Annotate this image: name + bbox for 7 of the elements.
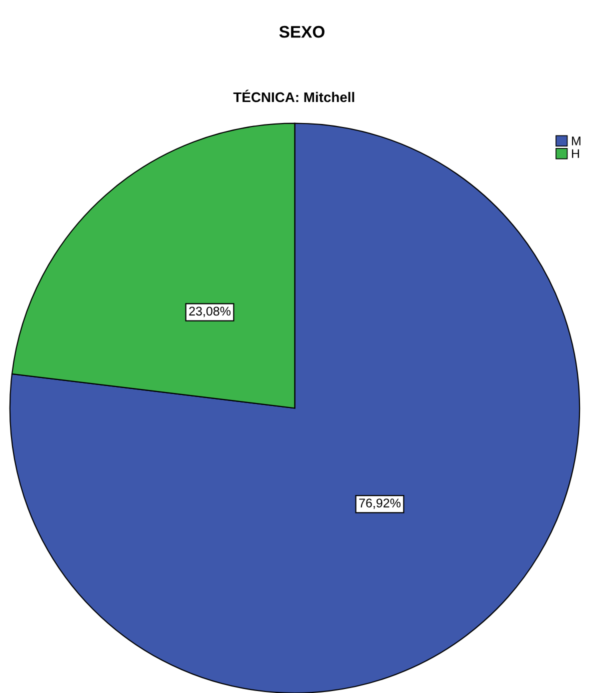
data-label: 76,92% <box>359 498 401 509</box>
legend-label: H <box>572 149 579 158</box>
chart-title: SEXO <box>279 26 324 38</box>
legend-label: M <box>572 136 580 146</box>
pie-slice <box>9 122 580 693</box>
chart-subtitle: TÉCNICA: Mitchell <box>233 90 354 102</box>
data-label: 23,08% <box>189 306 231 318</box>
